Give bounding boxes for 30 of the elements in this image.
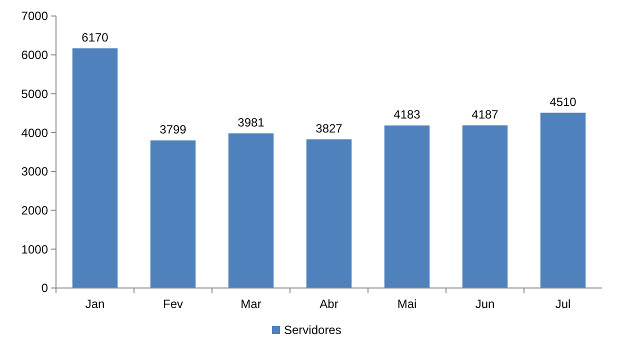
x-tick-label: Mai	[397, 297, 417, 311]
y-tick-label: 5000	[21, 86, 48, 101]
x-tick-label: Abr	[320, 297, 338, 311]
data-label: 3827	[316, 121, 343, 136]
data-label: 6170	[82, 30, 109, 44]
x-tick-label: Jan	[85, 297, 105, 311]
y-tick-label: 7000	[21, 9, 48, 24]
x-tick-label: Fev	[162, 297, 184, 311]
bar	[384, 125, 430, 288]
bar	[72, 48, 118, 288]
y-tick-label: 2000	[21, 203, 48, 218]
bar	[462, 125, 508, 288]
y-tick-label: 4000	[21, 126, 48, 140]
y-tick-label: 0	[41, 281, 48, 296]
data-label: 4510	[550, 94, 577, 109]
bar	[540, 112, 586, 288]
data-label: 3799	[160, 122, 187, 136]
y-tick-label: 6000	[21, 48, 48, 62]
y-tick-label: 3000	[21, 164, 48, 179]
y-tick-label: 1000	[21, 242, 48, 256]
data-label: 4187	[472, 107, 499, 122]
bar	[228, 133, 274, 288]
x-tick-label: Jul	[555, 297, 571, 311]
data-label: 3981	[238, 115, 265, 130]
bar	[306, 139, 352, 288]
x-tick-label: Mar	[240, 297, 262, 311]
data-label: 4183	[394, 107, 421, 122]
legend-label: Servidores	[284, 323, 342, 337]
x-tick-label: Jun	[475, 297, 495, 311]
bar	[150, 140, 196, 288]
